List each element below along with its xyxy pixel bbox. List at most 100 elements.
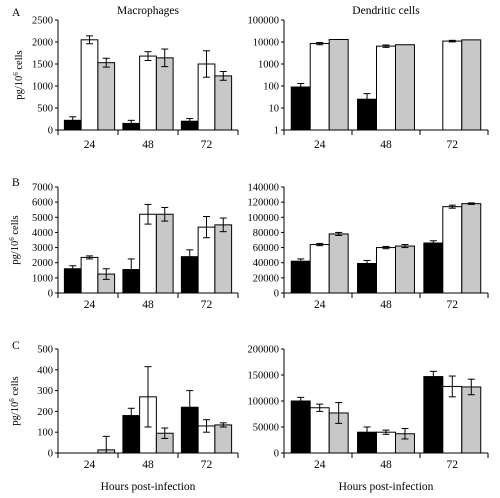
bar [139, 213, 157, 294]
y-tick-label: 50000 [253, 423, 279, 434]
bar [80, 39, 99, 131]
bar [155, 57, 174, 131]
bar [394, 44, 415, 131]
y-tick-label: 0 [48, 289, 53, 300]
bar [139, 55, 157, 131]
category-label: 24 [314, 139, 326, 151]
bar [376, 247, 396, 294]
y-tick-label: 60000 [253, 243, 279, 254]
y-tick-label: 100 [37, 428, 53, 439]
chart-title: Dendritic cells [352, 5, 420, 17]
y-tick-label: 2000 [32, 38, 53, 49]
category-label: 72 [447, 299, 459, 311]
y-tick-label: 500 [37, 345, 53, 356]
category-label: 24 [84, 459, 96, 471]
bar [309, 43, 330, 131]
y-tick-label: 20000 [253, 273, 279, 284]
bar [357, 262, 378, 294]
bar [290, 260, 311, 294]
y-tick-label: 100000 [248, 397, 280, 408]
category-label: 24 [314, 459, 326, 471]
category-label: 48 [142, 459, 154, 471]
category-label: 72 [201, 299, 213, 311]
y-axis-label: pg/106 cells [8, 215, 21, 264]
y-tick-label: 140000 [248, 183, 280, 194]
chart-panel-2: 0 1000 2000 3000 4000 5000 6000 7000 24 48 72 Bpg/1… [8, 177, 239, 311]
bar [63, 268, 82, 294]
bar [155, 213, 174, 294]
y-tick-label: 40000 [253, 258, 279, 269]
category-label: 72 [447, 139, 459, 151]
y-tick-label: 500 [37, 104, 53, 115]
bar [461, 386, 482, 454]
y-tick-label: 2000 [32, 258, 53, 269]
bar [423, 242, 444, 294]
y-tick-label: 7000 [32, 183, 53, 194]
y-tick-label: 1 [274, 126, 279, 137]
bar [309, 407, 330, 454]
chart-panel-3: 0 20000 40000 60000 80000 100000 120000 140000 2… [248, 183, 489, 311]
panel-label: B [12, 177, 20, 189]
category-label: 24 [84, 299, 96, 311]
bar [376, 45, 396, 131]
y-tick-label: 5000 [32, 213, 53, 224]
bar [442, 40, 463, 131]
chart-title: Macrophages [117, 5, 179, 17]
bar [423, 376, 444, 454]
y-tick-label: 2500 [32, 16, 53, 27]
category-label: 48 [380, 459, 392, 471]
bar [376, 431, 396, 454]
y-tick-label: 0 [48, 449, 53, 460]
bar [328, 233, 349, 294]
y-axis-label: pg/106 cells [12, 50, 25, 99]
chart-panel-1: 1 10 100 1000 10000 100000 24 48 72 Dendritic cel… [248, 5, 489, 151]
y-tick-label: 200 [37, 407, 53, 418]
bar [214, 224, 233, 294]
category-label: 48 [380, 299, 392, 311]
bar [309, 244, 330, 294]
chart-panel-0: 0 500 1000 1500 2000 2500 24 48 72 Macrophages Apg… [12, 5, 239, 151]
y-tick-label: 10 [269, 104, 280, 115]
bar [394, 245, 415, 294]
bar [328, 38, 349, 131]
bar [97, 62, 116, 131]
category-label: 24 [314, 299, 326, 311]
bar [290, 86, 311, 131]
y-tick-label: 120000 [248, 198, 280, 209]
y-tick-label: 0 [274, 289, 279, 300]
y-tick-label: 3000 [32, 243, 53, 254]
y-tick-label: 100000 [248, 16, 280, 27]
y-tick-label: 0 [48, 126, 53, 137]
y-tick-label: 10000 [253, 38, 279, 49]
y-tick-label: 150000 [248, 371, 280, 382]
category-label: 48 [380, 139, 392, 151]
y-tick-label: 1000 [258, 60, 279, 71]
bar [80, 256, 99, 294]
bar [461, 203, 482, 294]
category-label: 48 [142, 299, 154, 311]
panel-label: C [12, 340, 20, 352]
category-label: 72 [201, 139, 213, 151]
y-tick-label: 80000 [253, 228, 279, 239]
y-tick-label: 100000 [248, 213, 280, 224]
category-label: 72 [447, 459, 459, 471]
x-axis-label: Hours post-infection [339, 481, 434, 493]
bar [214, 424, 233, 454]
category-label: 72 [201, 459, 213, 471]
y-tick-label: 4000 [32, 228, 53, 239]
bar [461, 39, 482, 131]
y-tick-label: 1500 [32, 60, 53, 71]
bar [214, 75, 233, 131]
y-tick-label: 400 [37, 365, 53, 376]
bar [442, 206, 463, 294]
x-axis-label: Hours post-infection [101, 481, 196, 493]
chart-panel-4: 0 100 200 300 400 500 24 48 72 Cpg/106 cells Hours… [8, 340, 239, 493]
y-tick-label: 1000 [32, 273, 53, 284]
y-tick-label: 1000 [32, 82, 53, 93]
y-tick-label: 200000 [248, 345, 280, 356]
chart-panel-5: 0 50000 100000 150000 200000 24 48 72 Hours post… [248, 345, 489, 493]
panel-label: A [12, 7, 21, 19]
y-tick-label: 100 [263, 82, 279, 93]
y-tick-label: 0 [274, 449, 279, 460]
